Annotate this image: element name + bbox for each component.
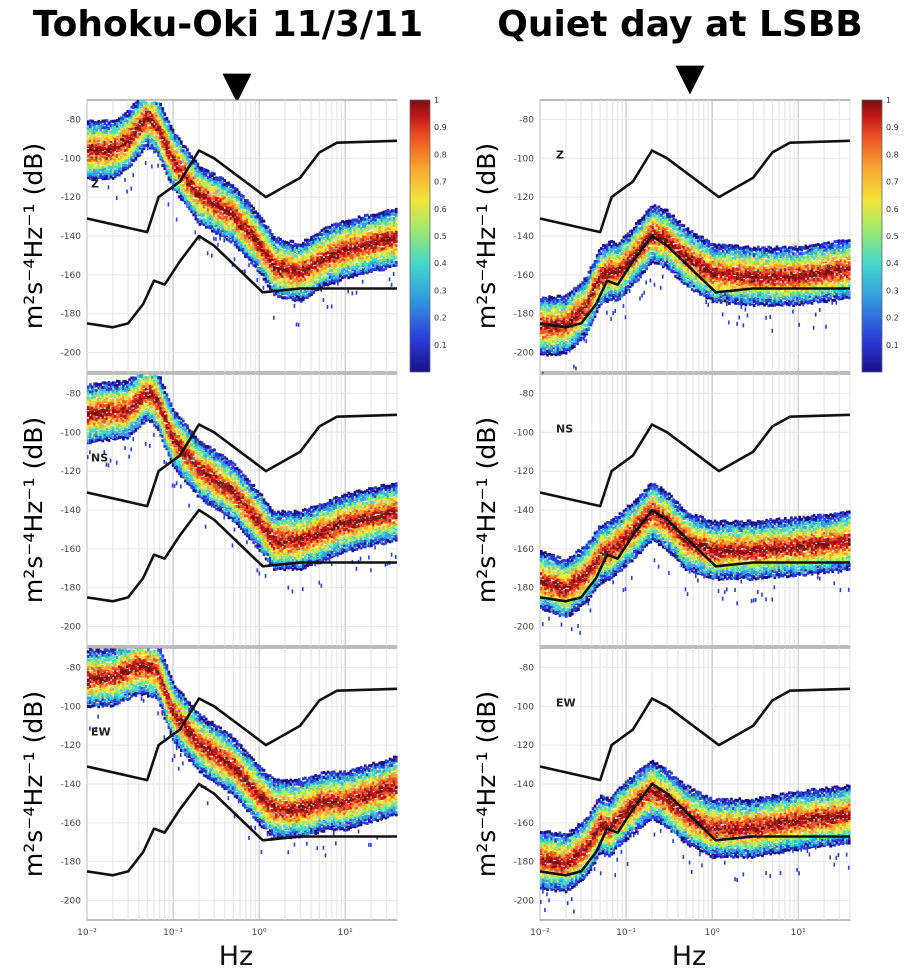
- y-tick-label: -160: [514, 819, 535, 829]
- y-tick-label: -160: [61, 271, 82, 281]
- y-tick-label: -120: [61, 741, 82, 751]
- y-tick-label: -80: [66, 663, 81, 673]
- y-axis-label: m²s⁻⁴Hz⁻¹ (dB): [472, 417, 501, 603]
- y-tick-label: -180: [514, 584, 535, 594]
- y-axis-label: m²s⁻⁴Hz⁻¹ (dB): [19, 417, 48, 603]
- colorbar-tick-label: 0.3: [434, 286, 447, 295]
- x-tick-label: 10⁰: [252, 928, 267, 938]
- panel-6: -80 -100 -120 -140 -160 -180 -200 EW m²s⁻⁴Hz⁻¹ (…: [472, 648, 851, 972]
- colorbar-tick-label: 0.7: [886, 178, 899, 187]
- colorbar-2: 0.1 0.2 0.3 0.4 0.5 0.6 0.7 0.8 0.9 1: [862, 96, 899, 372]
- colorbar-tick-label: 0.1: [434, 341, 447, 350]
- colorbar-tick-label: 0.8: [886, 150, 899, 159]
- x-tick-label: 10⁻¹: [163, 928, 183, 938]
- y-tick-label: -100: [61, 702, 82, 712]
- y-tick-label: -140: [61, 506, 82, 516]
- y-tick-label: -200: [61, 897, 82, 907]
- y-tick-label: -180: [61, 858, 82, 868]
- y-tick-label: -160: [61, 545, 82, 555]
- y-tick-label: -160: [514, 271, 535, 281]
- y-tick-label: -120: [514, 467, 535, 477]
- y-tick-label: -100: [61, 428, 82, 438]
- y-tick-label: -200: [61, 623, 82, 633]
- y-tick-label: -140: [61, 780, 82, 790]
- y-tick-label: -140: [514, 232, 535, 242]
- y-tick-label: -180: [514, 858, 535, 868]
- right-marker-triangle: ▼: [675, 55, 705, 99]
- colorbar-tick-label: 0.3: [886, 286, 899, 295]
- y-tick-label: -120: [514, 193, 535, 203]
- x-tick-label: 10¹: [791, 928, 806, 938]
- colorbar-tick-label: 0.2: [434, 314, 447, 323]
- colorbar-tick-label: 0.9: [886, 123, 899, 132]
- y-tick-label: -100: [514, 702, 535, 712]
- colorbar-tick-label: 1: [886, 96, 891, 105]
- y-axis-label: m²s⁻⁴Hz⁻¹ (dB): [19, 691, 48, 877]
- y-tick-label: -180: [514, 310, 535, 320]
- y-tick-label: -120: [61, 467, 82, 477]
- x-axis-label: Hz: [672, 941, 706, 972]
- colorbar-tick-label: 0.9: [434, 123, 447, 132]
- component-label: EW: [91, 725, 111, 738]
- x-tick-label: 10¹: [338, 928, 353, 938]
- panel-3: -80 -100 -120 -140 -160 -180 -200 EW m²s⁻⁴Hz⁻¹ (…: [19, 648, 398, 972]
- colorbar-tick-label: 0.1: [886, 341, 899, 350]
- y-tick-label: -200: [61, 349, 82, 359]
- y-tick-label: -100: [514, 428, 535, 438]
- colorbar-gradient: [862, 100, 882, 372]
- y-axis-label: m²s⁻⁴Hz⁻¹ (dB): [19, 143, 48, 329]
- y-axis-label: m²s⁻⁴Hz⁻¹ (dB): [472, 143, 501, 329]
- left-title: Tohoku-Oki 11/3/11: [33, 4, 423, 45]
- y-tick-label: -140: [514, 780, 535, 790]
- colorbar-tick-label: 0.4: [434, 259, 447, 268]
- y-axis-label: m²s⁻⁴Hz⁻¹ (dB): [472, 691, 501, 877]
- component-label: NS: [91, 451, 108, 464]
- y-tick-label: -120: [514, 741, 535, 751]
- x-tick-label: 10⁰: [705, 928, 720, 938]
- colorbar-tick-label: 1: [434, 96, 439, 105]
- y-tick-label: -200: [514, 623, 535, 633]
- x-axis-label: Hz: [219, 941, 253, 972]
- y-tick-label: -180: [61, 584, 82, 594]
- y-tick-label: -80: [66, 115, 81, 125]
- panel-2: -80 -100 -120 -140 -160 -180 -200 NS m²s⁻⁴Hz⁻¹ (…: [19, 374, 398, 646]
- y-tick-label: -100: [61, 154, 82, 164]
- colorbar-tick-label: 0.6: [434, 205, 447, 214]
- colorbar-1: 0.1 0.2 0.3 0.4 0.5 0.6 0.7 0.8 0.9 1: [410, 96, 447, 372]
- colorbar-tick-label: 0.8: [434, 150, 447, 159]
- x-tick-label: 10⁻¹: [616, 928, 636, 938]
- colorbar-tick-label: 0.6: [886, 205, 899, 214]
- y-tick-label: -140: [514, 506, 535, 516]
- component-label: Z: [91, 177, 99, 190]
- y-tick-label: -80: [519, 115, 534, 125]
- x-tick-label: 10⁻²: [530, 928, 550, 938]
- y-tick-label: -140: [61, 232, 82, 242]
- component-label: EW: [556, 696, 576, 709]
- y-tick-label: -100: [514, 154, 535, 164]
- component-label: NS: [556, 422, 573, 435]
- y-tick-label: -200: [514, 897, 535, 907]
- x-tick-label: 10⁻²: [77, 928, 97, 938]
- y-tick-label: -180: [61, 310, 82, 320]
- y-tick-label: -80: [66, 389, 81, 399]
- y-tick-label: -80: [519, 663, 534, 673]
- colorbar-gradient: [410, 100, 430, 372]
- right-title: Quiet day at LSBB: [497, 4, 862, 45]
- colorbar-tick-label: 0.5: [434, 232, 447, 241]
- y-tick-label: -120: [61, 193, 82, 203]
- y-tick-label: -200: [514, 349, 535, 359]
- component-label: Z: [556, 148, 564, 161]
- y-tick-label: -160: [61, 819, 82, 829]
- y-tick-label: -160: [514, 545, 535, 555]
- colorbar-tick-label: 0.2: [886, 314, 899, 323]
- panel-5: -80 -100 -120 -140 -160 -180 -200 NS m²s⁻⁴Hz⁻¹ (…: [472, 374, 851, 646]
- figure: Tohoku-Oki 11/3/11 Quiet day at LSBB ▼ ▼…: [0, 0, 913, 974]
- y-tick-label: -80: [519, 389, 534, 399]
- colorbar-tick-label: 0.7: [434, 178, 447, 187]
- colorbar-tick-label: 0.5: [886, 232, 899, 241]
- colorbar-tick-label: 0.4: [886, 259, 899, 268]
